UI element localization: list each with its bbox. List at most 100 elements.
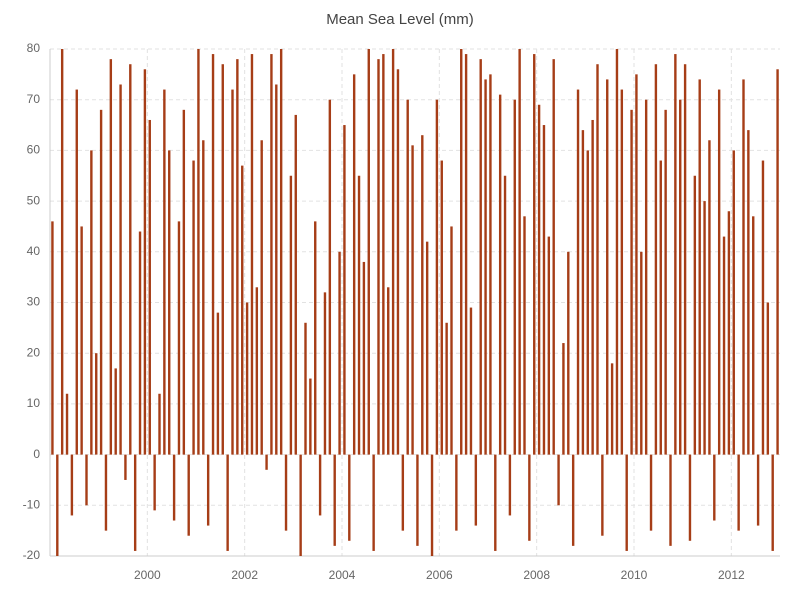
bar	[430, 454, 434, 556]
bar	[581, 130, 585, 455]
bar	[391, 49, 395, 455]
bar	[727, 211, 731, 455]
bar	[192, 160, 195, 455]
bar	[333, 454, 336, 546]
bar	[187, 454, 190, 536]
bar	[99, 109, 103, 455]
bar	[265, 454, 268, 470]
y-tick-label: 0	[33, 447, 40, 461]
bar	[143, 69, 147, 455]
bar	[498, 94, 502, 455]
bar	[567, 251, 570, 455]
bar	[56, 454, 59, 556]
bar	[177, 221, 181, 455]
bar	[683, 64, 687, 455]
bar	[455, 454, 458, 531]
bar	[766, 302, 770, 455]
bar	[75, 89, 78, 455]
bar	[163, 89, 166, 455]
bar	[114, 368, 117, 455]
bar	[771, 454, 774, 551]
bar	[669, 454, 672, 546]
bar	[435, 99, 439, 455]
bar	[508, 454, 512, 516]
bar	[693, 175, 697, 455]
bar	[304, 322, 307, 455]
bar	[270, 54, 273, 455]
bar	[357, 175, 361, 455]
bar	[445, 322, 448, 455]
y-tick-label: 30	[27, 295, 41, 309]
bar	[571, 454, 575, 546]
bar	[211, 54, 215, 455]
bar	[284, 454, 288, 531]
y-tick-label: -20	[23, 548, 41, 562]
bar	[698, 79, 701, 455]
bar	[537, 104, 541, 455]
y-tick-label: 60	[27, 143, 41, 157]
bar	[255, 287, 259, 455]
bar	[294, 114, 297, 455]
bar	[737, 454, 740, 531]
bar	[153, 454, 156, 511]
x-tick-label: 2010	[621, 568, 648, 582]
bar	[70, 454, 74, 516]
bar	[260, 140, 263, 455]
y-tick-label: 40	[27, 244, 41, 258]
bar	[630, 109, 633, 455]
bar	[620, 89, 624, 455]
bar	[387, 287, 390, 455]
bar	[450, 226, 453, 455]
bar	[752, 216, 755, 455]
bar	[182, 109, 186, 455]
bar	[367, 49, 370, 455]
bar	[172, 454, 176, 521]
bar	[124, 454, 127, 480]
x-tick-label: 2002	[231, 568, 258, 582]
bar	[216, 312, 220, 455]
bar	[138, 231, 142, 455]
bar	[406, 99, 409, 455]
bar	[708, 140, 711, 455]
bar	[362, 261, 366, 455]
bar	[659, 160, 662, 455]
bar	[109, 59, 113, 455]
bar	[518, 49, 521, 455]
bar	[279, 49, 283, 455]
bar	[464, 54, 468, 455]
bar	[396, 69, 400, 455]
bar	[596, 64, 599, 455]
bar	[761, 160, 765, 455]
bar	[119, 84, 122, 455]
bar	[644, 99, 648, 455]
bar	[494, 454, 497, 551]
bar	[411, 145, 414, 455]
bar	[104, 454, 108, 531]
bar	[635, 74, 638, 455]
y-tick-label: 80	[27, 41, 41, 55]
bar	[250, 54, 254, 455]
bar	[202, 140, 205, 455]
bar	[241, 165, 244, 455]
bar	[469, 307, 473, 455]
bar	[226, 454, 229, 551]
bar	[299, 454, 302, 556]
bar	[309, 378, 312, 455]
bar	[65, 393, 69, 455]
bar	[372, 454, 375, 551]
bar	[348, 454, 351, 541]
bar	[158, 393, 161, 455]
x-tick-label: 2012	[718, 568, 745, 582]
bar	[674, 54, 677, 455]
bar	[713, 454, 716, 521]
bar	[425, 241, 429, 455]
bar	[51, 221, 54, 455]
bar	[610, 363, 614, 455]
bar	[591, 119, 594, 455]
bar	[533, 54, 536, 455]
bar	[664, 109, 667, 455]
bar	[236, 59, 239, 455]
bar	[654, 64, 658, 455]
